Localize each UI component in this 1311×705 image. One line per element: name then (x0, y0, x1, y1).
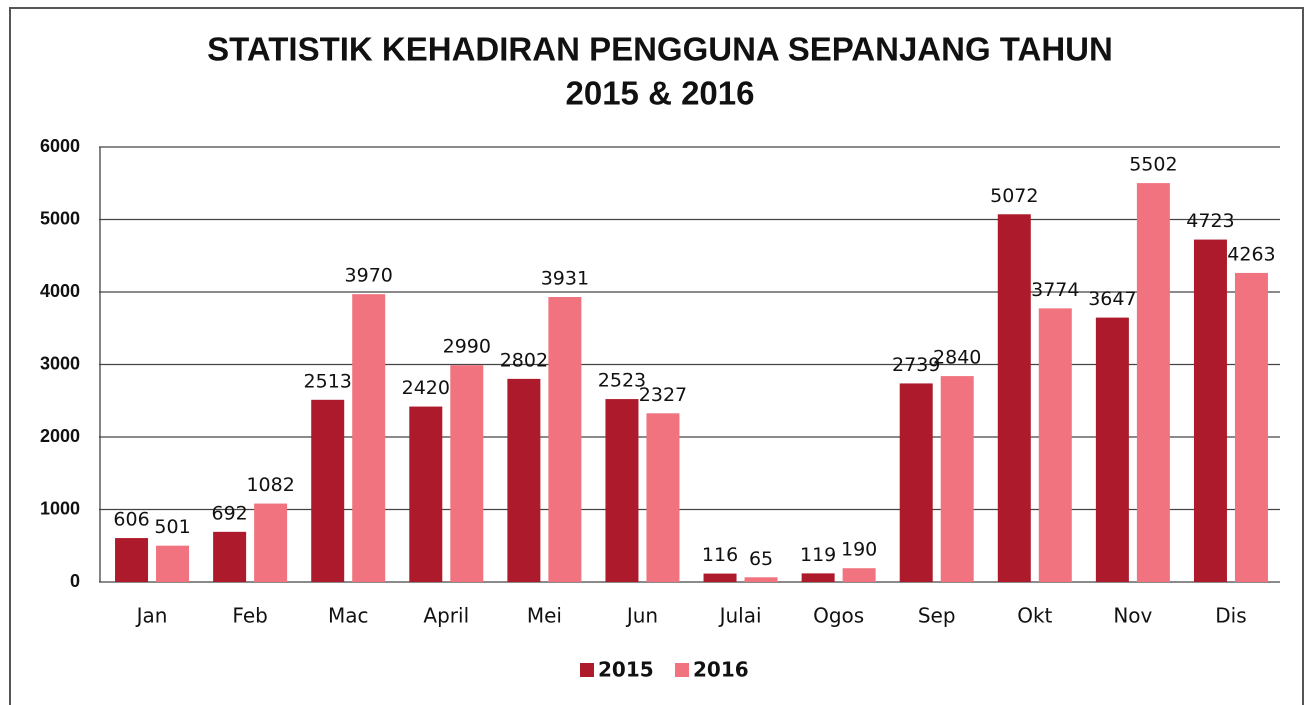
x-tick-label: Feb (232, 604, 267, 628)
bar (1234, 272, 1268, 582)
data-label: 2523 (598, 370, 646, 392)
data-label: 3931 (541, 268, 589, 290)
data-label: 2420 (402, 377, 450, 399)
data-label: 3970 (345, 265, 393, 287)
y-tick-label: 6000 (40, 136, 80, 156)
x-tick-label: Nov (1113, 604, 1152, 628)
data-label: 692 (211, 502, 247, 524)
bar (156, 545, 190, 582)
bar (409, 406, 443, 582)
bar (744, 577, 778, 582)
x-tick-label: Jan (135, 604, 168, 628)
data-label: 2327 (639, 384, 687, 406)
bar (703, 573, 737, 582)
data-label: 2513 (304, 370, 352, 392)
bar (1095, 317, 1129, 582)
bar (115, 538, 149, 582)
data-label: 3774 (1031, 279, 1079, 301)
bar (940, 376, 974, 582)
bar (646, 413, 680, 582)
x-tick-label: Dis (1215, 604, 1246, 628)
x-tick-label: Mac (328, 604, 369, 628)
data-label: 1082 (246, 474, 294, 496)
y-tick-label: 1000 (40, 498, 80, 518)
y-tick-label: 3000 (40, 353, 80, 373)
legend-label: 2015 (598, 658, 654, 682)
data-label: 501 (154, 516, 190, 538)
bar (507, 378, 541, 582)
x-tick-label: Julai (718, 604, 762, 628)
bar (213, 531, 247, 582)
data-label: 4263 (1227, 243, 1275, 265)
legend-swatch (580, 663, 594, 677)
data-label: 119 (800, 544, 836, 566)
bar (842, 568, 876, 582)
x-tick-label: Ogos (813, 604, 864, 628)
y-tick-label: 2000 (40, 426, 80, 446)
bar (1136, 183, 1170, 583)
data-label: 2739 (892, 354, 940, 376)
data-label: 116 (702, 544, 738, 566)
data-label: 606 (113, 509, 149, 531)
bar (548, 297, 582, 582)
y-tick-label: 4000 (40, 281, 80, 301)
x-tick-label: Okt (1017, 604, 1052, 628)
data-label: 3647 (1088, 288, 1136, 310)
legend-label: 2016 (693, 658, 749, 682)
x-tick-label: April (423, 604, 469, 628)
bar (801, 573, 835, 582)
x-tick-label: Jun (625, 604, 658, 628)
frame (9, 7, 1304, 705)
legend-swatch (675, 663, 689, 677)
data-label: 5502 (1129, 154, 1177, 176)
bar (1193, 239, 1227, 582)
bar (605, 399, 639, 582)
chart-title: STATISTIK KEHADIRAN PENGGUNA SEPANJANG T… (207, 31, 1113, 68)
data-label: 190 (841, 539, 877, 561)
y-tick-label: 5000 (40, 208, 80, 228)
data-label: 4723 (1186, 210, 1234, 232)
data-label: 5072 (990, 185, 1038, 207)
data-label: 2840 (933, 347, 981, 369)
data-label: 2802 (500, 349, 548, 371)
chart-title: 2015 & 2016 (566, 75, 755, 112)
bar (997, 214, 1031, 582)
y-tick-label: 0 (70, 571, 80, 591)
x-tick-label: Sep (918, 604, 956, 628)
data-label: 2990 (443, 336, 491, 358)
bar (1038, 308, 1072, 582)
x-tick-label: Mei (527, 604, 562, 628)
data-label: 65 (749, 548, 773, 570)
bar (311, 399, 345, 582)
bar (254, 503, 288, 582)
bar (352, 294, 386, 582)
bar (899, 383, 933, 582)
bar (450, 365, 484, 582)
